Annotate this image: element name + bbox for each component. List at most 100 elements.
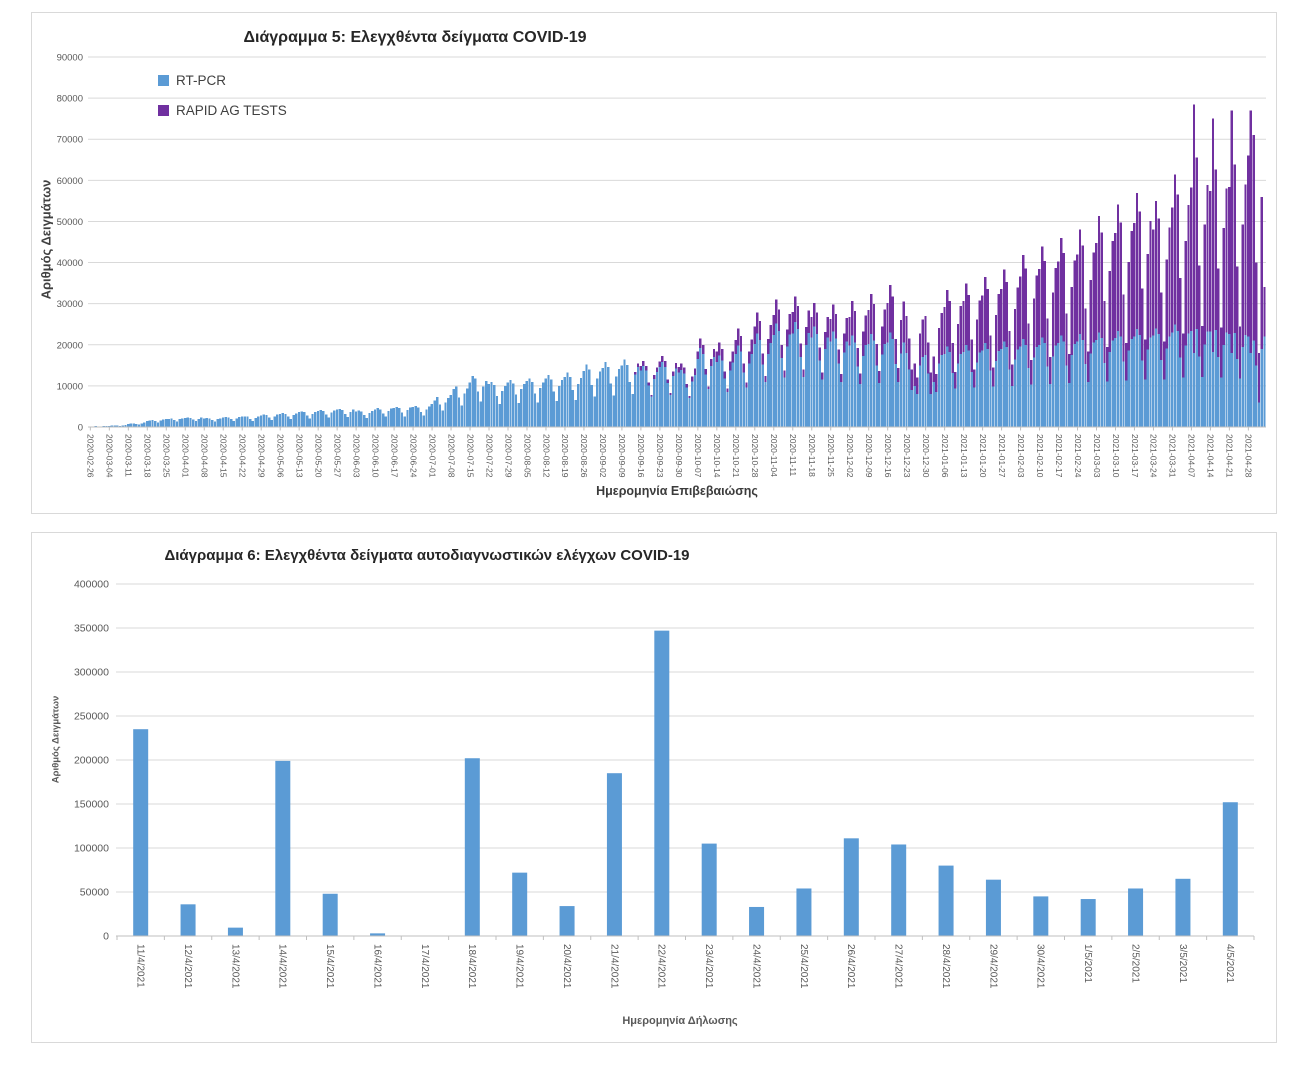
svg-text:2020-06-17: 2020-06-17 <box>389 434 399 478</box>
svg-text:23/4/2021: 23/4/2021 <box>703 944 714 989</box>
svg-text:200000: 200000 <box>74 755 109 767</box>
svg-text:350000: 350000 <box>74 623 109 635</box>
chart6-y-axis-title: Αριθμός Δειγμάτων <box>50 695 62 784</box>
svg-text:2021-04-07: 2021-04-07 <box>1187 434 1197 478</box>
svg-text:24/4/2021: 24/4/2021 <box>750 944 761 989</box>
svg-text:2021-04-28: 2021-04-28 <box>1244 434 1254 478</box>
svg-text:2021-03-24: 2021-03-24 <box>1149 434 1159 478</box>
svg-text:2021-02-03: 2021-02-03 <box>1016 434 1026 478</box>
svg-text:26/4/2021: 26/4/2021 <box>845 944 856 989</box>
svg-text:100000: 100000 <box>74 843 109 855</box>
svg-text:2020-08-19: 2020-08-19 <box>560 434 570 478</box>
chart5-bars <box>89 104 1266 427</box>
chart5-panel: 0 10000 20000 30000 40000 50000 60000 70000 8000… <box>31 12 1277 514</box>
svg-text:14/4/2021: 14/4/2021 <box>277 944 288 989</box>
svg-text:2020-07-29: 2020-07-29 <box>503 434 513 478</box>
svg-text:12/4/2021: 12/4/2021 <box>182 944 193 989</box>
svg-text:3/5/2021: 3/5/2021 <box>1177 944 1188 983</box>
svg-text:2020-03-11: 2020-03-11 <box>124 434 134 477</box>
svg-text:0: 0 <box>78 423 83 434</box>
svg-text:2021-03-17: 2021-03-17 <box>1130 434 1140 478</box>
svg-text:2020-05-20: 2020-05-20 <box>313 434 323 478</box>
svg-text:2020-12-02: 2020-12-02 <box>845 434 855 478</box>
svg-text:2021-04-21: 2021-04-21 <box>1225 434 1235 478</box>
chart5-gridlines <box>88 56 1266 387</box>
svg-text:2020-06-03: 2020-06-03 <box>351 434 361 478</box>
svg-text:60000: 60000 <box>57 176 83 187</box>
svg-text:2020-10-14: 2020-10-14 <box>712 434 722 478</box>
chart6-panel: 0 50000 100000 150000 200000 250000 300000 3500… <box>31 532 1277 1043</box>
chart6-gridlines <box>116 583 1254 893</box>
chart6-y-tick-labels: 0 50000 100000 150000 200000 250000 300000 3500… <box>74 579 109 943</box>
svg-text:2020-07-15: 2020-07-15 <box>465 434 475 478</box>
svg-text:11/4/2021: 11/4/2021 <box>134 944 145 988</box>
svg-text:2020-10-21: 2020-10-21 <box>731 434 741 478</box>
svg-text:2020-04-22: 2020-04-22 <box>238 434 248 478</box>
svg-text:20/4/2021: 20/4/2021 <box>561 944 572 989</box>
chart6-title: Διάγραμμα 6: Ελεγχθέντα δείγματα αυτοδια… <box>164 547 690 564</box>
svg-text:2021-01-13: 2021-01-13 <box>959 434 969 478</box>
svg-text:50000: 50000 <box>57 217 83 228</box>
legend-label-rt-pcr: RT-PCR <box>176 72 227 88</box>
svg-text:2020-06-10: 2020-06-10 <box>370 434 380 478</box>
svg-text:19/4/2021: 19/4/2021 <box>513 944 524 989</box>
svg-text:16/4/2021: 16/4/2021 <box>371 944 382 989</box>
svg-text:2020-03-25: 2020-03-25 <box>162 434 172 478</box>
svg-text:17/4/2021: 17/4/2021 <box>419 944 430 989</box>
svg-text:2020-12-30: 2020-12-30 <box>921 434 931 478</box>
svg-text:2020-05-06: 2020-05-06 <box>275 434 285 478</box>
svg-text:2021-03-10: 2021-03-10 <box>1111 434 1121 478</box>
svg-text:2020-06-24: 2020-06-24 <box>408 434 418 478</box>
rt-pcr-swatch-icon <box>158 74 169 86</box>
svg-text:25/4/2021: 25/4/2021 <box>798 944 809 989</box>
svg-text:2021-04-14: 2021-04-14 <box>1206 434 1216 478</box>
chart5-x-axis-title: Ημερομηνία Επιβεβαιώσης <box>596 484 758 498</box>
svg-text:2020-07-01: 2020-07-01 <box>427 434 437 478</box>
svg-text:150000: 150000 <box>74 799 109 811</box>
svg-text:50000: 50000 <box>80 887 109 899</box>
svg-text:2020-04-01: 2020-04-01 <box>181 434 191 478</box>
svg-text:18/4/2021: 18/4/2021 <box>466 944 477 989</box>
svg-text:21/4/2021: 21/4/2021 <box>608 944 619 989</box>
chart5-x-ticks-and-labels: 2020-02-26 2020-03-04 2020-03-11 2020-03-18… <box>86 427 1254 478</box>
svg-text:20000: 20000 <box>57 340 83 351</box>
svg-text:2020-08-12: 2020-08-12 <box>541 434 551 478</box>
svg-text:2020-08-05: 2020-08-05 <box>522 434 532 478</box>
svg-text:27/4/2021: 27/4/2021 <box>892 944 903 989</box>
svg-text:2020-11-18: 2020-11-18 <box>807 434 817 477</box>
chart6-bars <box>133 630 1238 936</box>
svg-text:2020-03-18: 2020-03-18 <box>143 434 153 478</box>
svg-text:2021-01-27: 2021-01-27 <box>997 434 1007 478</box>
svg-text:2020-05-13: 2020-05-13 <box>294 434 304 478</box>
svg-text:400000: 400000 <box>74 579 109 591</box>
svg-text:2020-07-22: 2020-07-22 <box>484 434 494 478</box>
svg-text:29/4/2021: 29/4/2021 <box>987 944 998 989</box>
chart5-title: Διάγραμμα 5: Ελεγχθέντα δείγματα COVID-1… <box>243 29 587 46</box>
svg-text:2021-02-24: 2021-02-24 <box>1073 434 1083 478</box>
svg-text:2020-10-07: 2020-10-07 <box>693 434 703 478</box>
svg-text:250000: 250000 <box>74 711 109 723</box>
svg-text:2020-10-28: 2020-10-28 <box>750 434 760 478</box>
svg-text:2021-02-17: 2021-02-17 <box>1054 434 1064 478</box>
legend-label-rapid-ag-tests: RAPID AG TESTS <box>176 102 287 118</box>
svg-text:2020-12-09: 2020-12-09 <box>864 434 874 478</box>
svg-text:28/4/2021: 28/4/2021 <box>940 944 951 989</box>
svg-text:2020-09-02: 2020-09-02 <box>598 434 608 478</box>
chart6-x-axis-title: Ημερομηνία Δήλωσης <box>622 1015 738 1027</box>
svg-text:2020-09-23: 2020-09-23 <box>655 434 665 478</box>
svg-text:30/4/2021: 30/4/2021 <box>1035 944 1046 989</box>
svg-text:2021-02-10: 2021-02-10 <box>1035 434 1045 478</box>
svg-text:2/5/2021: 2/5/2021 <box>1129 944 1140 983</box>
svg-text:70000: 70000 <box>57 135 83 146</box>
legend-item-rt-pcr: RT-PCR <box>158 65 287 95</box>
svg-text:2021-03-31: 2021-03-31 <box>1168 434 1178 478</box>
chart5-y-tick-labels: 0 10000 20000 30000 40000 50000 60000 70000 8000… <box>57 53 83 434</box>
svg-text:300000: 300000 <box>74 667 109 679</box>
svg-text:2020-11-25: 2020-11-25 <box>826 434 836 477</box>
svg-text:2021-01-06: 2021-01-06 <box>940 434 950 478</box>
svg-text:2020-09-30: 2020-09-30 <box>674 434 684 478</box>
svg-text:2020-12-23: 2020-12-23 <box>902 434 912 478</box>
svg-text:13/4/2021: 13/4/2021 <box>229 944 240 989</box>
rapid-ag-swatch-icon <box>158 104 169 116</box>
